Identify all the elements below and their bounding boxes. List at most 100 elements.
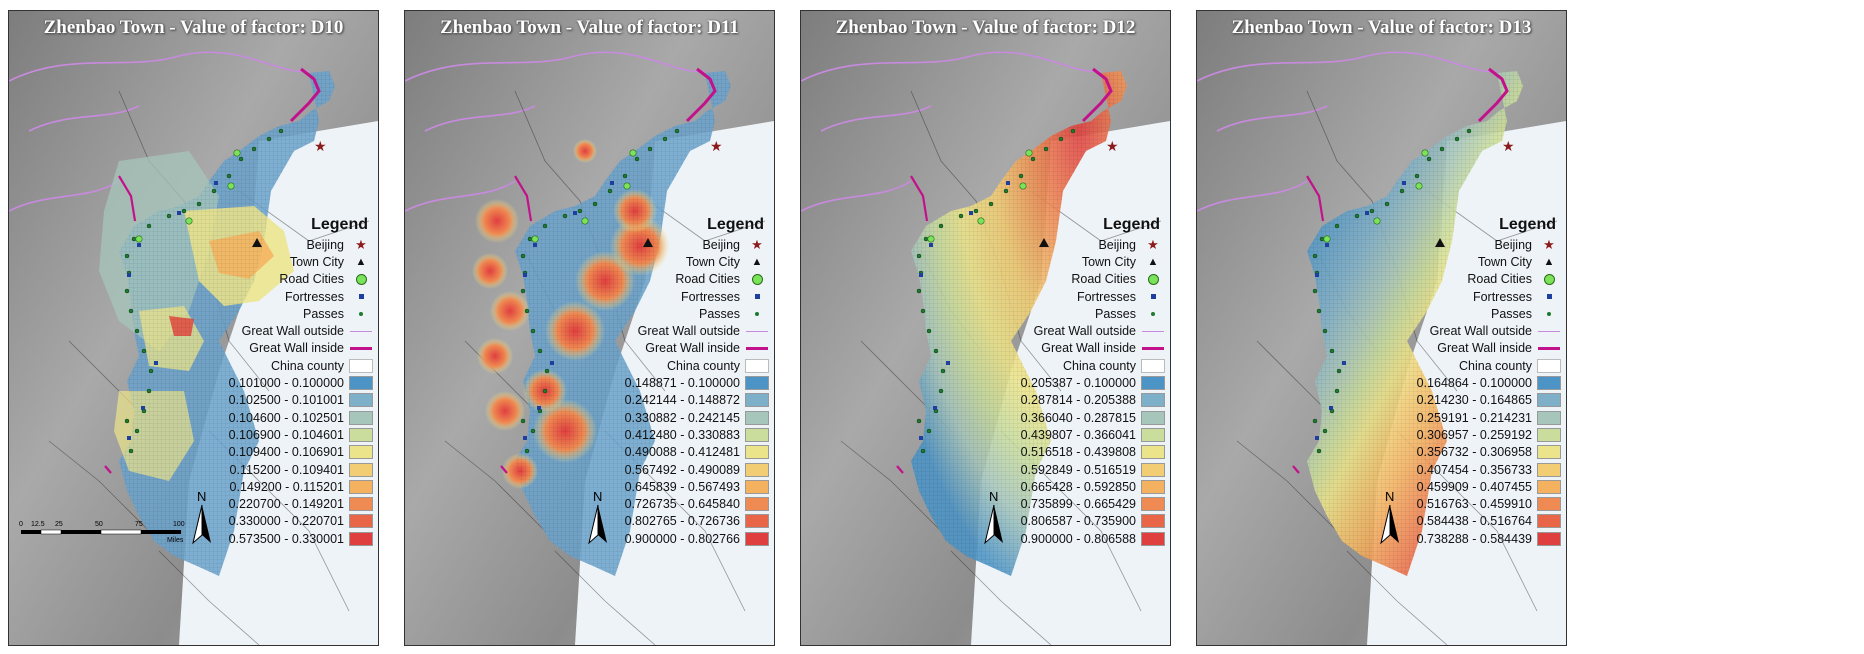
scale-unit: Miles — [167, 537, 184, 544]
county-swatch — [1537, 358, 1561, 373]
great-wall-outside — [405, 51, 706, 212]
legend-title: Legend — [1499, 216, 1556, 233]
scale-tick: 100 — [173, 521, 185, 528]
north-label: N — [593, 489, 602, 504]
legend-class-row: 0.101000 - 0.100000 — [214, 374, 374, 391]
class-swatch — [1141, 479, 1165, 494]
scale-bar-graphic: 0 12.5 25 50 75 100 Miles — [19, 521, 185, 544]
passes-points — [520, 128, 680, 454]
great-wall-inside — [1477, 67, 1509, 123]
great-wall-inside — [1081, 67, 1113, 123]
map-title: Zhenbao Town - Value of factor: D11 — [440, 17, 739, 38]
legend-row-town-city: Town City ▲ — [214, 253, 374, 270]
thick-line-icon — [744, 341, 770, 355]
legend-class-row: 0.164864 - 0.100000 — [1402, 374, 1562, 391]
scale-bar: 0 12.5 25 50 75 100 Miles — [17, 516, 197, 544]
circle-icon — [1140, 272, 1166, 286]
legend-row-road-cities: Road Cities — [1006, 271, 1166, 288]
town-city-marker — [1435, 238, 1445, 247]
legend-class-row: 0.287814 - 0.205388 — [1006, 392, 1166, 409]
line-icon — [744, 324, 770, 338]
raster-grid — [515, 71, 731, 576]
legend-class-row: 0.356732 - 0.306958 — [1402, 444, 1562, 461]
north-arrow-icon: N — [588, 489, 607, 545]
line-icon — [1140, 324, 1166, 338]
north-arrow: N — [1375, 487, 1405, 547]
class-swatch — [349, 376, 373, 391]
class-swatch — [1141, 410, 1165, 425]
legend-class-row: 0.306957 - 0.259192 — [1402, 426, 1562, 443]
road-city-points — [1323, 149, 1429, 243]
north-arrow: N — [187, 487, 217, 547]
class-swatch — [349, 445, 373, 460]
north-label: N — [989, 489, 998, 504]
class-swatch — [1537, 445, 1561, 460]
star-icon: ★ — [1147, 236, 1159, 252]
road-city-points — [927, 149, 1033, 243]
map-panel-d13: ★ Zhenbao Town - Value of factor: D13 Le… — [1196, 10, 1567, 646]
map-panel-d10: ★ Zhenbao Town - Value of factor: D10 Le… — [8, 10, 379, 646]
legend-class-row: 0.439807 - 0.366041 — [1006, 426, 1166, 443]
legend-row-wall-outside: Great Wall outside — [1402, 322, 1562, 339]
triangle-icon: ▲ — [1147, 255, 1159, 268]
class-swatch — [745, 497, 769, 512]
class-swatch — [1537, 393, 1561, 408]
class-swatch — [349, 393, 373, 408]
class-swatch — [349, 462, 373, 477]
square-icon — [348, 290, 374, 304]
class-swatch — [349, 427, 373, 442]
class-swatch — [1141, 445, 1165, 460]
legend-row-wall-inside: Great Wall inside — [1006, 340, 1166, 357]
class-swatch — [349, 497, 373, 512]
legend-class-row: 0.516763 - 0.459910 — [1402, 495, 1562, 512]
legend-class-row: 0.242144 - 0.148872 — [610, 392, 770, 409]
legend-class-row: 0.490088 - 0.412481 — [610, 444, 770, 461]
legend-class-row: 0.106900 - 0.104601 — [214, 426, 374, 443]
raster-grid — [911, 71, 1127, 576]
legend-class-row: 0.567492 - 0.490089 — [610, 461, 770, 478]
class-swatch — [745, 462, 769, 477]
legend-row-fortresses: Fortresses — [1402, 288, 1562, 305]
legend-row-passes: Passes — [1402, 305, 1562, 322]
thick-line-icon — [1140, 341, 1166, 355]
town-city-marker — [252, 238, 262, 247]
legend-class-row: 0.104600 - 0.102501 — [214, 409, 374, 426]
class-swatch — [1537, 479, 1561, 494]
legend: Legend Beijing ★ Town City ▲ Road Cities F… — [214, 216, 374, 547]
map-title: Zhenbao Town - Value of factor: D10 — [43, 17, 344, 38]
class-swatch — [1537, 514, 1561, 529]
legend: Legend Beijing ★ Town City ▲ Road Cities F… — [610, 216, 770, 547]
legend-class-row: 0.806587 - 0.735900 — [1006, 513, 1166, 530]
legend: Legend Beijing ★ Town City ▲ Road Cities F… — [1402, 216, 1562, 547]
scale-tick: 25 — [55, 521, 63, 528]
north-arrow-icon: N — [192, 489, 211, 545]
scale-tick: 12.5 — [31, 521, 45, 528]
road-city-points — [135, 149, 241, 243]
legend-row-town-city: Town City ▲ — [610, 253, 770, 270]
passes-points — [1312, 128, 1472, 454]
class-swatch — [745, 427, 769, 442]
legend-row-town-city: Town City ▲ — [1006, 253, 1166, 270]
map-title: Zhenbao Town - Value of factor: D13 — [1231, 17, 1532, 38]
thick-line-icon — [1536, 341, 1562, 355]
map-panel-d11: ★ Zhenbao Town - Value of factor: D11 Le… — [404, 10, 775, 646]
legend-row-wall-inside: Great Wall inside — [610, 340, 770, 357]
great-wall-inside-2 — [1292, 175, 1325, 474]
triangle-icon: ▲ — [355, 255, 367, 268]
scale-tick: 75 — [135, 521, 143, 528]
map-panel-d12: ★ Zhenbao Town - Value of factor: D12 Le… — [800, 10, 1171, 646]
legend-title: Legend — [1103, 216, 1160, 233]
legend-class-row: 0.412480 - 0.330883 — [610, 426, 770, 443]
class-swatch — [745, 410, 769, 425]
great-wall-outside — [1197, 51, 1498, 212]
square-icon — [744, 290, 770, 304]
dot-icon — [744, 307, 770, 321]
town-city-marker — [1039, 238, 1049, 247]
legend-class-row: 0.665428 - 0.592850 — [1006, 478, 1166, 495]
legend-class-row: 0.573500 - 0.330001 — [214, 530, 374, 547]
class-swatch — [1141, 376, 1165, 391]
class-swatch — [349, 531, 373, 546]
map-title: Zhenbao Town - Value of factor: D12 — [835, 17, 1136, 38]
north-label: N — [197, 489, 206, 504]
legend-class-row: 0.330882 - 0.242145 — [610, 409, 770, 426]
